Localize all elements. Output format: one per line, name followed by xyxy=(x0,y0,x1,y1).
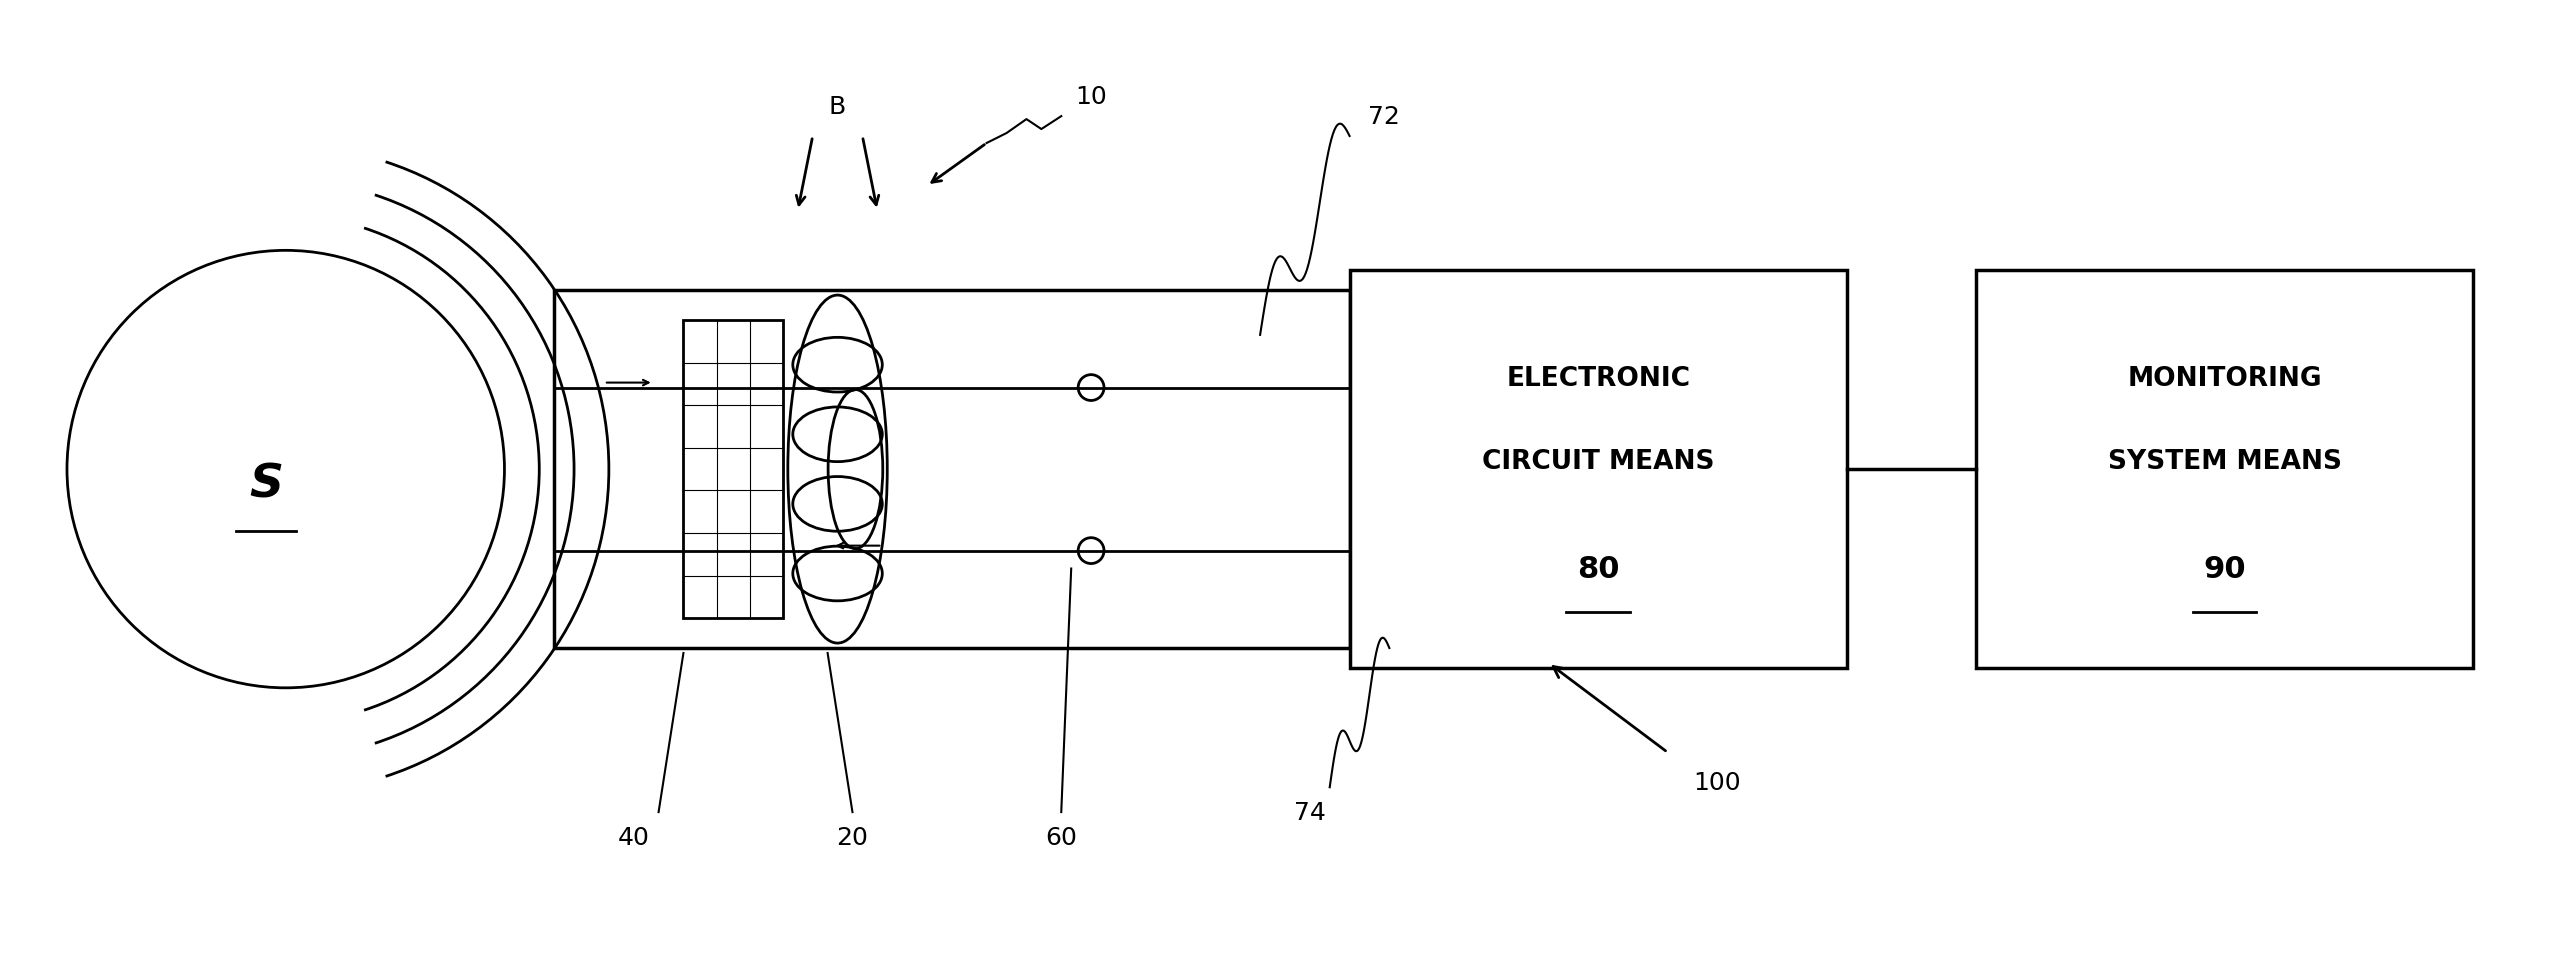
Text: 74: 74 xyxy=(1293,800,1326,825)
Text: ELECTRONIC: ELECTRONIC xyxy=(1505,365,1690,391)
Text: 80: 80 xyxy=(1577,554,1620,583)
Text: S: S xyxy=(248,462,282,507)
Text: B: B xyxy=(829,95,847,119)
Text: 10: 10 xyxy=(1075,85,1106,109)
Text: MONITORING: MONITORING xyxy=(2127,365,2322,391)
Bar xyxy=(553,291,1349,648)
Bar xyxy=(1349,271,1846,669)
Text: 100: 100 xyxy=(1695,770,1741,795)
Text: 90: 90 xyxy=(2204,554,2245,583)
Bar xyxy=(1976,271,2473,669)
Circle shape xyxy=(1078,538,1103,564)
Text: CIRCUIT MEANS: CIRCUIT MEANS xyxy=(1482,449,1715,475)
Text: SYSTEM MEANS: SYSTEM MEANS xyxy=(2107,449,2342,475)
Bar xyxy=(684,321,783,618)
Text: 60: 60 xyxy=(1044,826,1078,849)
Text: 72: 72 xyxy=(1370,105,1400,129)
Text: 40: 40 xyxy=(617,826,650,849)
Circle shape xyxy=(1078,375,1103,401)
Text: 20: 20 xyxy=(837,826,868,849)
